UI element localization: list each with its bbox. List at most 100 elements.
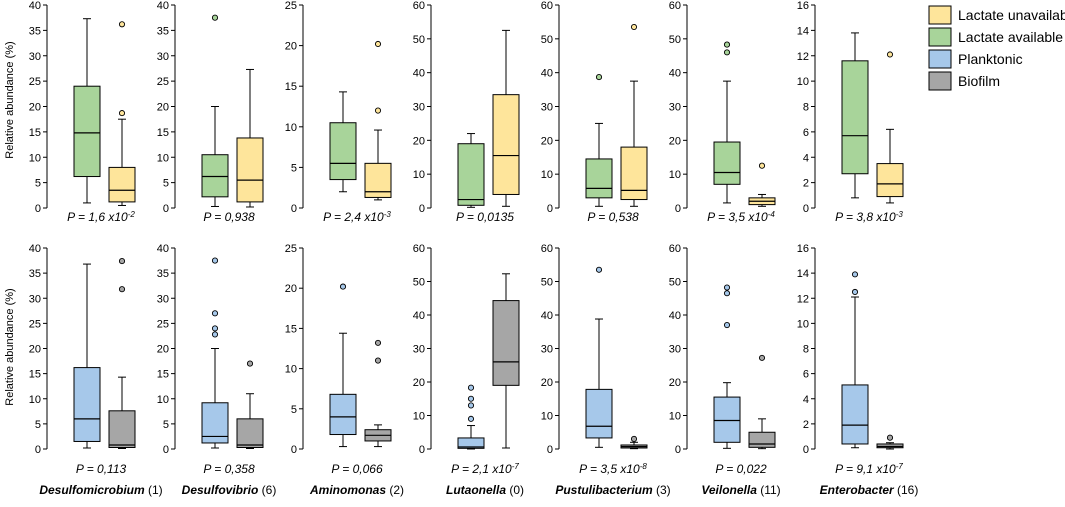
y-tick-label: 0 <box>291 203 297 215</box>
y-tick-label: 20 <box>669 377 681 389</box>
y-tick-label: 5 <box>291 404 297 416</box>
outlier-point <box>118 258 126 265</box>
genus-count: (11) <box>757 483 781 497</box>
box-planktonic <box>73 367 101 442</box>
p-value-label: P = 1,6 x10-2 <box>67 210 135 224</box>
genus-name: Veilonella <box>701 483 757 497</box>
legend-label: Biofilm <box>958 73 1000 89</box>
y-tick-label: 10 <box>29 394 41 406</box>
outlier-point <box>723 290 731 297</box>
outlier-point <box>723 41 731 48</box>
outlier-point <box>595 266 603 273</box>
y-tick-label: 5 <box>163 419 169 431</box>
p-value-text: P = 2,4 x10 <box>323 210 384 224</box>
y-tick-label: 8 <box>803 102 809 114</box>
outlier-point <box>467 384 475 391</box>
p-value-exponent: -3 <box>384 210 392 219</box>
genus-count: (16) <box>894 483 919 497</box>
y-tick-label: 50 <box>669 277 681 289</box>
panel-growth-pustulibacterium: 0 10 20 30 40 50 60 P = 3,5 x10-8 Pustulibacteri… <box>541 243 671 497</box>
y-tick-label: 20 <box>541 377 553 389</box>
p-value-label: P = 0,358 <box>203 462 255 476</box>
p-value-exponent: -2 <box>128 210 136 219</box>
y-tick-label: 30 <box>541 102 553 114</box>
y-tick-label: 0 <box>675 444 681 456</box>
p-value-text: P = 0,022 <box>715 462 767 476</box>
outlier-point <box>467 402 475 409</box>
panel-growth-desulfomicrobium: 0 5 10 15 20 25 30 35 40 P = 0,113 Desulfomicrobiu… <box>29 243 163 497</box>
y-tick-label: 10 <box>29 152 41 164</box>
outlier-point <box>211 331 219 338</box>
y-tick-label: 10 <box>157 152 169 164</box>
y-tick-label: 35 <box>157 25 169 37</box>
outlier-point <box>723 284 731 291</box>
y-tick-label: 15 <box>285 81 297 93</box>
y-tick-label: 16 <box>797 243 809 255</box>
p-value-text: P = 3,5 x10 <box>579 462 640 476</box>
genus-name: Desulfomicrobium <box>39 483 145 497</box>
genus-name: Desulfovibrio <box>182 483 259 497</box>
y-tick-label: 10 <box>797 76 809 88</box>
y-tick-label: 2 <box>803 419 809 431</box>
y-tick-label: 25 <box>157 76 169 88</box>
genus-label: Enterobacter (16) <box>820 483 919 497</box>
y-tick-label: 10 <box>285 364 297 376</box>
genus-label: Lutaonella (0) <box>446 483 524 497</box>
y-tick-label: 5 <box>291 162 297 174</box>
y-tick-label: 4 <box>803 152 809 164</box>
outlier-point <box>211 257 219 264</box>
box-lactate-available <box>841 60 869 175</box>
outlier-point <box>851 288 859 296</box>
y-tick-label: 15 <box>29 127 41 139</box>
outlier-point <box>467 415 475 422</box>
p-value-exponent: -7 <box>896 462 904 471</box>
box-biofilm <box>236 418 264 448</box>
outlier-point <box>630 435 638 443</box>
p-value-label: P = 3,5 x10-4 <box>707 210 775 224</box>
y-tick-label: 40 <box>413 68 425 80</box>
y-tick-label: 40 <box>541 68 553 80</box>
p-value-label: P = 9,1 x10-7 <box>835 462 903 476</box>
y-tick-label: 35 <box>157 268 169 280</box>
y-tick-label: 20 <box>669 135 681 147</box>
y-tick-label: 2 <box>803 178 809 190</box>
genus-name: Pustulibacterium <box>555 483 653 497</box>
genus-label: Desulfomicrobium (1) <box>39 483 162 497</box>
genus-count: (0) <box>506 483 524 497</box>
y-tick-label: 25 <box>157 318 169 330</box>
y-tick-label: 5 <box>35 419 41 431</box>
y-tick-label: 8 <box>803 344 809 356</box>
y-tick-label: 60 <box>669 0 681 12</box>
p-value-text: P = 2,1 x10 <box>451 462 512 476</box>
y-tick-label: 10 <box>541 169 553 181</box>
y-tick-label: 60 <box>413 0 425 12</box>
y-tick-label: 50 <box>413 277 425 289</box>
y-tick-label: 5 <box>163 178 169 190</box>
legend: Lactate unavailable Lactate available Plan… <box>928 5 1065 91</box>
y-tick-label: 10 <box>797 318 809 330</box>
y-tick-label: 20 <box>157 344 169 356</box>
y-tick-label: 60 <box>541 243 553 255</box>
box-lactate-unavailable <box>108 166 136 203</box>
y-tick-label: 40 <box>541 310 553 322</box>
outlier-point <box>723 321 731 329</box>
y-tick-label: 15 <box>29 369 41 381</box>
y-tick-label: 20 <box>29 344 41 356</box>
y-tick-label: 60 <box>541 0 553 12</box>
p-value-label: P = 0,0135 <box>456 210 514 224</box>
outlier-point <box>374 107 382 114</box>
y-tick-label: 40 <box>413 310 425 322</box>
genus-count: (6) <box>258 483 276 497</box>
p-value-text: P = 3,8 x10 <box>835 210 896 224</box>
legend-swatch <box>928 5 952 25</box>
p-value-exponent: -8 <box>640 462 648 471</box>
y-tick-label: 20 <box>413 135 425 147</box>
box-lactate-available <box>585 158 613 199</box>
genus-label: Veilonella (11) <box>701 483 780 497</box>
genus-label: Aminomonas (2) <box>309 483 404 497</box>
panel-lactate-desulfomicrobium: 0 5 10 15 20 25 30 35 40 P = 1,6 x10-2 <box>29 0 136 224</box>
genus-count: (2) <box>386 483 404 497</box>
y-tick-label: 20 <box>541 135 553 147</box>
y-tick-label: 4 <box>803 394 809 406</box>
outlier-point <box>595 74 603 81</box>
